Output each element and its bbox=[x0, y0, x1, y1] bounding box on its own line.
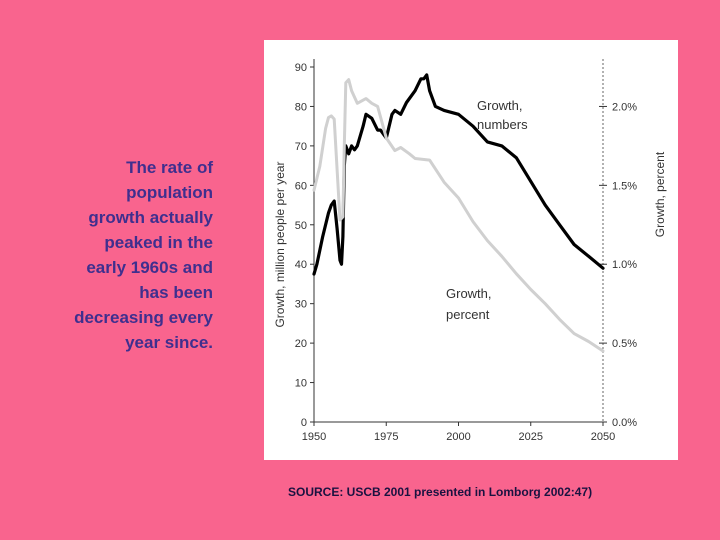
caption-line: peaked in the bbox=[104, 233, 213, 252]
y-tick-label: 40 bbox=[295, 259, 307, 271]
y-tick-label: 90 bbox=[295, 62, 307, 74]
caption-line: The rate of bbox=[126, 158, 213, 177]
y-tick-label: 70 bbox=[295, 141, 307, 153]
x-tick-label: 2025 bbox=[519, 431, 543, 443]
y2-tick-label: 2.0% bbox=[612, 101, 637, 113]
y2-tick-label: 0.0% bbox=[612, 417, 637, 429]
growth-percent-line bbox=[312, 78, 605, 353]
y-tick-label: 60 bbox=[295, 180, 307, 192]
y-tick-label: 50 bbox=[295, 220, 307, 232]
caption-line: population bbox=[126, 183, 213, 202]
caption-line: decreasing every bbox=[74, 308, 213, 327]
x-tick-label: 2000 bbox=[446, 431, 470, 443]
caption-text: The rate of population growth actually p… bbox=[40, 155, 213, 355]
series-label-percent: Growth, percent bbox=[446, 286, 492, 322]
x-tick-label: 1950 bbox=[302, 431, 326, 443]
y2-tick-label: 1.0% bbox=[612, 259, 637, 271]
caption-line: year since. bbox=[125, 333, 213, 352]
caption-line: growth actually bbox=[88, 208, 213, 227]
growth-numbers-line bbox=[312, 73, 605, 276]
y2-tick-label: 1.5% bbox=[612, 180, 637, 192]
y2-axis-title: Growth, percent bbox=[653, 151, 667, 237]
x-tick-label: 1975 bbox=[374, 431, 398, 443]
y-tick-label: 80 bbox=[295, 101, 307, 113]
y-axis-title: Growth, million people per year bbox=[273, 161, 287, 327]
growth-chart: 0 10 20 30 40 50 60 70 80 90 0.0% 0.5% 1.0% 1.5% 2.0% 1… bbox=[273, 59, 667, 443]
y2-tick-label: 0.5% bbox=[612, 338, 637, 350]
source-note: SOURCE: USCB 2001 presented in Lomborg 2… bbox=[288, 485, 593, 499]
y-tick-label: 30 bbox=[295, 299, 307, 311]
caption-line: has been bbox=[139, 283, 213, 302]
series-label-numbers: Growth, numbers bbox=[477, 98, 528, 132]
y-tick-label: 10 bbox=[295, 378, 307, 390]
y-tick-label: 0 bbox=[301, 417, 307, 429]
chart-panel: 0 10 20 30 40 50 60 70 80 90 0.0% 0.5% 1.0% 1.5% 2.0% 1… bbox=[264, 40, 678, 460]
x-tick-label: 2050 bbox=[591, 431, 615, 443]
caption-line: early 1960s and bbox=[86, 258, 213, 277]
y-tick-label: 20 bbox=[295, 338, 307, 350]
